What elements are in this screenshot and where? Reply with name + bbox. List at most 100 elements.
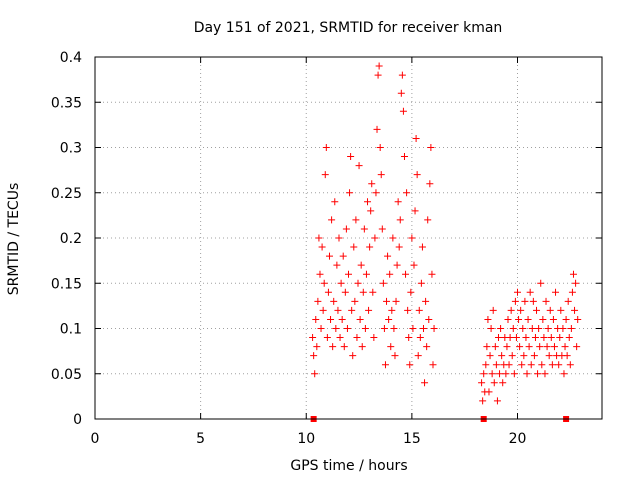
data-point xyxy=(514,288,521,296)
data-point xyxy=(385,315,393,323)
data-point xyxy=(512,334,520,342)
data-point xyxy=(312,315,320,323)
data-point xyxy=(529,297,537,305)
data-point xyxy=(408,234,416,242)
data-point xyxy=(376,144,384,151)
data-point xyxy=(552,288,560,296)
data-point xyxy=(412,134,420,142)
y-tick-label: 0 xyxy=(73,412,82,428)
data-point xyxy=(379,279,387,287)
y-tick-label: 0.15 xyxy=(51,276,82,292)
data-point xyxy=(355,162,363,170)
data-point xyxy=(569,270,577,278)
data-point xyxy=(387,343,395,351)
data-point xyxy=(574,315,582,323)
data-point xyxy=(400,153,408,161)
grid xyxy=(95,57,602,419)
data-point xyxy=(568,288,576,296)
data-point xyxy=(354,279,362,287)
data-point xyxy=(515,315,523,323)
data-point xyxy=(425,315,433,323)
data-point xyxy=(406,361,414,369)
data-point xyxy=(544,325,552,332)
data-point xyxy=(416,334,424,342)
data-point xyxy=(381,361,389,369)
data-point xyxy=(315,234,323,242)
data-point xyxy=(353,334,361,342)
y-tick-label: 0.2 xyxy=(60,231,82,247)
data-point xyxy=(396,216,404,224)
data-point xyxy=(331,198,339,206)
data-point xyxy=(383,297,391,305)
data-point xyxy=(537,279,545,287)
axis-ticks: 0 5 10 15 20 0 0.05 0.1 0.15 0.2 0.25 0.3 0.35 0.4 xyxy=(51,50,602,447)
data-point xyxy=(509,325,517,332)
data-point xyxy=(318,243,326,251)
data-point xyxy=(429,361,437,369)
data-point xyxy=(539,315,547,323)
data-point xyxy=(327,315,335,323)
y-axis-label: SRMTID / TECUs xyxy=(6,183,22,296)
data-point xyxy=(370,334,378,342)
data-point xyxy=(526,288,534,296)
data-point xyxy=(487,325,495,332)
data-point xyxy=(547,334,555,342)
data-point xyxy=(368,180,376,188)
data-point xyxy=(403,189,411,197)
data-point xyxy=(351,297,359,305)
data-point xyxy=(349,352,357,360)
data-point xyxy=(388,306,396,314)
data-point xyxy=(309,334,317,342)
data-point xyxy=(531,334,539,342)
data-point xyxy=(488,370,496,378)
x-tick-label: 5 xyxy=(196,431,205,447)
data-point xyxy=(423,343,431,351)
data-point xyxy=(323,334,331,342)
data-point xyxy=(342,225,350,233)
data-point xyxy=(367,207,375,215)
data-point xyxy=(324,288,332,296)
data-point xyxy=(405,334,413,342)
data-point xyxy=(317,325,325,332)
data-point xyxy=(573,343,581,351)
data-point xyxy=(322,144,330,151)
data-point xyxy=(314,297,322,305)
data-point xyxy=(389,234,397,242)
data-point xyxy=(486,352,494,360)
data-point xyxy=(375,62,383,70)
data-point xyxy=(411,207,419,215)
data-point xyxy=(316,270,324,278)
data-point xyxy=(393,261,401,269)
data-point xyxy=(559,325,567,332)
data-point xyxy=(496,370,504,378)
data-point xyxy=(506,334,514,342)
data-point xyxy=(430,325,438,332)
y-tick-label: 0.3 xyxy=(60,141,82,157)
data-point xyxy=(357,261,365,269)
data-point xyxy=(504,315,512,323)
data-point xyxy=(499,379,507,387)
data-point xyxy=(390,325,398,332)
data-point xyxy=(561,343,569,351)
data-point xyxy=(511,297,519,305)
data-point xyxy=(414,352,422,360)
data-point xyxy=(571,306,579,314)
data-point xyxy=(493,397,501,405)
data-point xyxy=(413,171,421,179)
data-point xyxy=(533,306,541,314)
data-point xyxy=(391,352,399,360)
data-point xyxy=(521,297,529,305)
data-point xyxy=(479,397,487,405)
data-point xyxy=(522,334,530,342)
data-point xyxy=(418,243,426,251)
data-point xyxy=(373,125,381,133)
data-point xyxy=(519,325,527,332)
data-point xyxy=(534,370,542,378)
data-point xyxy=(333,261,341,269)
data-point xyxy=(524,315,532,323)
data-point xyxy=(346,189,354,197)
data-point xyxy=(490,379,498,387)
y-tick-label: 0.05 xyxy=(51,367,82,383)
data-point xyxy=(567,325,575,332)
